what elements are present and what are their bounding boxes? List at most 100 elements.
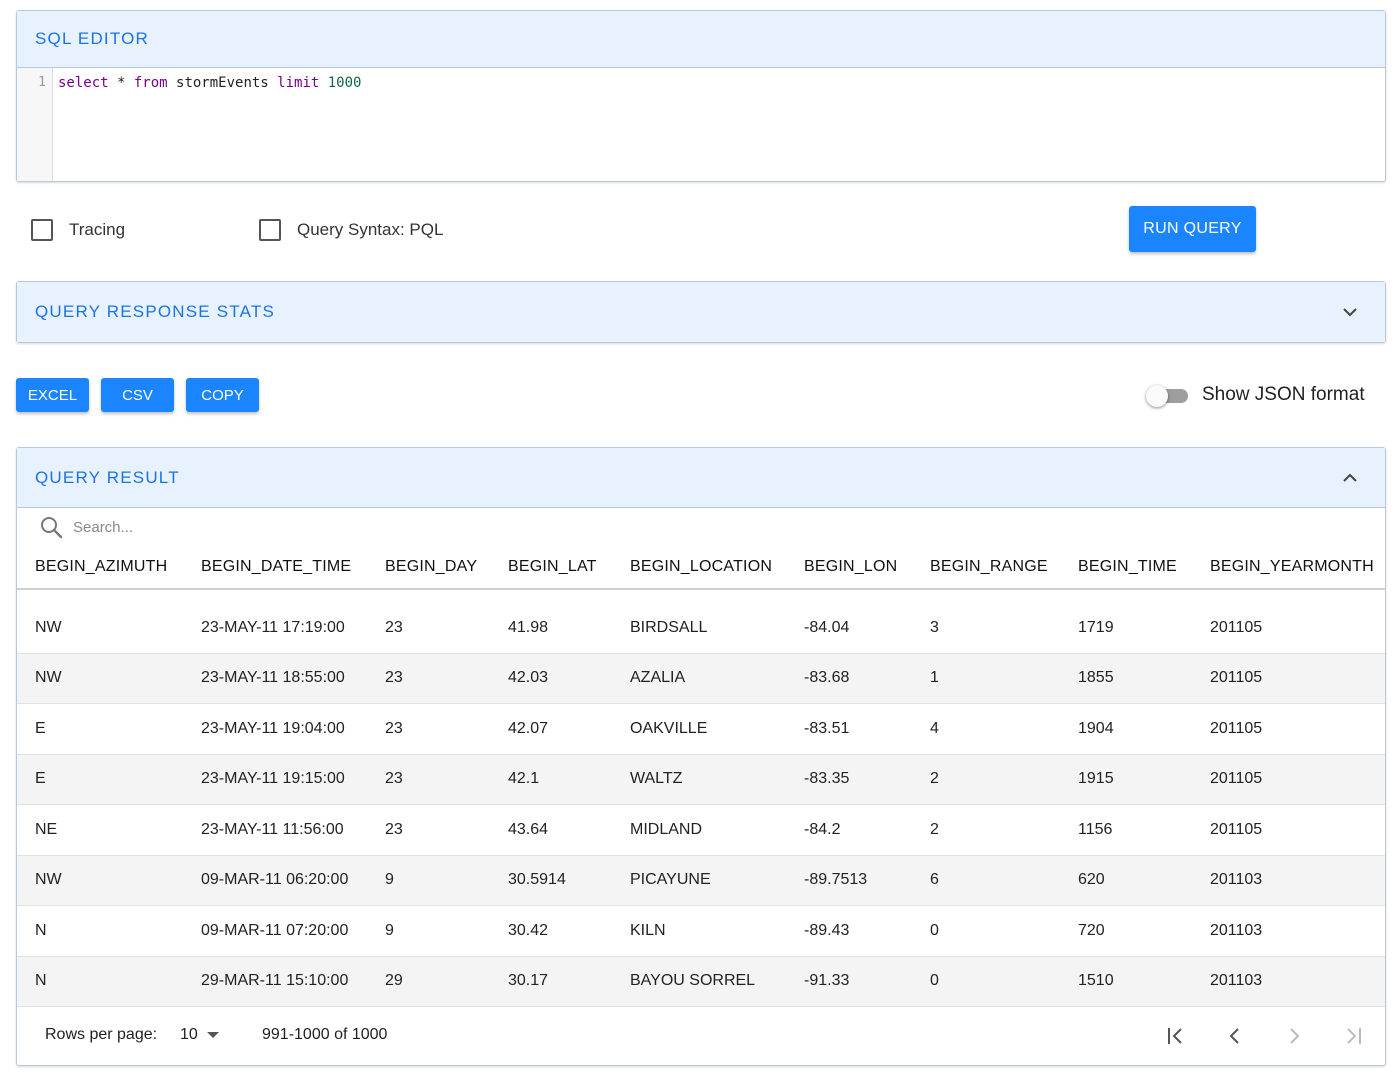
pagination-bar: Rows per page: 10 991-1000 of 1000 xyxy=(17,1005,1385,1065)
table-cell: 43.64 xyxy=(508,820,549,838)
table-cell: 1915 xyxy=(1078,770,1114,788)
col-begin-lon-header[interactable]: BEGIN_LON xyxy=(804,558,898,575)
pql-checkbox[interactable] xyxy=(259,219,281,241)
csv-button[interactable]: CSV xyxy=(101,378,174,412)
toggle-thumb[interactable] xyxy=(1146,385,1168,407)
table-cell: -91.33 xyxy=(804,972,850,990)
table-cell: 1855 xyxy=(1078,669,1114,687)
table-cell: -83.35 xyxy=(804,770,850,788)
table-row[interactable]: E 23-MAY-11 19:15:00 23 42.1 WALTZ -83.35 2 191… xyxy=(17,754,1385,805)
table-cell: E xyxy=(35,770,46,788)
json-format-label: Show JSON format xyxy=(1202,384,1365,405)
table-cell: 0 xyxy=(930,972,939,990)
table-cell: OAKVILLE xyxy=(630,719,708,737)
table-row[interactable]: NE 23-MAY-11 11:56:00 23 43.64 MIDLAND -84.2 2… xyxy=(17,805,1385,856)
first-page-icon[interactable] xyxy=(1165,1025,1187,1047)
next-page-icon[interactable] xyxy=(1283,1025,1305,1047)
table-cell: NW xyxy=(35,871,62,889)
table-header: BEGIN_AZIMUTH BEGIN_DATE_TIME BEGIN_DAY BEG… xyxy=(17,546,1385,590)
table-cell: 720 xyxy=(1078,921,1105,939)
table-row[interactable]: N 09-MAR-11 07:20:00 9 30.42 KILN -89.43 0 720 2… xyxy=(17,906,1385,957)
table-cell: 29 xyxy=(385,972,403,990)
table-cell: 1156 xyxy=(1078,820,1113,838)
sql-editor[interactable]: 1 select * from stormEvents limit 1000 xyxy=(17,68,1385,181)
table-cell: NE xyxy=(35,820,58,838)
table-cell: 1 xyxy=(930,669,939,687)
table-row[interactable]: E 23-MAY-11 19:04:00 23 42.07 OAKVILLE -83.51… xyxy=(17,704,1385,755)
caret-down-icon xyxy=(206,1032,219,1038)
col-begin-lat-header[interactable]: BEGIN_LAT xyxy=(508,558,597,575)
line-number: 1 xyxy=(17,68,53,181)
table-cell: 9 xyxy=(385,921,394,939)
chevron-down-icon[interactable] xyxy=(1341,303,1359,321)
table-cell: 201105 xyxy=(1210,770,1263,788)
stats-header[interactable]: QUERY RESPONSE STATS xyxy=(17,282,1385,342)
table-row[interactable]: NW 23-MAY-11 18:55:00 23 42.03 AZALIA -83.68 1… xyxy=(17,653,1385,704)
search-icon xyxy=(41,517,63,539)
table-cell: N xyxy=(35,972,47,990)
table-cell: 23 xyxy=(385,669,403,687)
table-cell: -84.04 xyxy=(804,618,850,636)
last-page-icon[interactable] xyxy=(1342,1025,1364,1047)
table-cell: PICAYUNE xyxy=(630,871,711,889)
stats-title: QUERY RESPONSE STATS xyxy=(35,302,276,321)
table-cell: BAYOU SORREL xyxy=(630,972,756,990)
table-cell: -83.51 xyxy=(804,719,850,737)
token-count: 1000 xyxy=(319,75,362,91)
tracing-checkbox[interactable] xyxy=(31,219,53,241)
table-cell: -89.7513 xyxy=(804,871,868,889)
run-query-button[interactable]: RUN QUERY xyxy=(1129,206,1256,252)
table-cell: 4 xyxy=(930,719,939,737)
sql-editor-panel: SQL EDITOR 1 select * from stormEvents l… xyxy=(16,10,1386,182)
chevron-up-icon[interactable] xyxy=(1341,469,1359,487)
col-begin-day-header[interactable]: BEGIN_DAY xyxy=(385,558,478,575)
table-cell: 30.17 xyxy=(508,972,549,990)
result-header[interactable]: QUERY RESULT xyxy=(17,448,1385,508)
table-row[interactable]: NW 23-MAY-11 17:19:00 23 41.98 BIRDSALL -84.0… xyxy=(17,603,1385,654)
json-format-toggle[interactable] xyxy=(1146,385,1188,407)
table-cell: MIDLAND xyxy=(630,820,703,838)
table-cell: NW xyxy=(35,669,62,687)
table-cell: 201103 xyxy=(1210,972,1263,990)
table-cell: 1904 xyxy=(1078,719,1114,737)
result-title: QUERY RESULT xyxy=(35,467,180,487)
table-cell: 42.07 xyxy=(508,719,549,737)
table-cell: 23-MAY-11 17:19:00 xyxy=(201,618,345,636)
table-cell: 201105 xyxy=(1210,719,1263,737)
table-row[interactable]: NW 09-MAR-11 06:20:00 9 30.5914 PICAYUNE -89.… xyxy=(17,855,1385,906)
excel-button[interactable]: EXCEL xyxy=(16,378,89,412)
search-bar xyxy=(17,508,1385,546)
keyword-from: from xyxy=(133,75,168,91)
col-begin-yearmonth-header[interactable]: BEGIN_YEARMONTH xyxy=(1210,558,1374,575)
table-cell: -83.68 xyxy=(804,669,850,687)
table-cell: 2 xyxy=(930,820,939,838)
previous-page-icon[interactable] xyxy=(1224,1025,1246,1047)
table-cell: 29-MAR-11 15:10:00 xyxy=(201,972,349,990)
table-cell: 23 xyxy=(385,719,403,737)
query-response-stats-panel[interactable]: QUERY RESPONSE STATS xyxy=(16,281,1386,343)
col-begin-azimuth-header[interactable]: BEGIN_AZIMUTH xyxy=(35,558,168,575)
sql-code[interactable]: select * from stormEvents limit 1000 xyxy=(53,68,1385,181)
copy-button[interactable]: COPY xyxy=(186,378,259,412)
table-cell: 23 xyxy=(385,770,403,788)
col-begin-range-header[interactable]: BEGIN_RANGE xyxy=(930,558,1048,575)
pql-option[interactable]: Query Syntax: PQL xyxy=(259,219,443,241)
table-cell: -89.43 xyxy=(804,921,850,939)
col-begin-date-time-header[interactable]: BEGIN_DATE_TIME xyxy=(201,558,352,575)
token-table: stormEvents xyxy=(167,75,278,91)
table-cell: 201103 xyxy=(1210,871,1263,889)
tracing-option[interactable]: Tracing xyxy=(31,219,125,241)
table-cell: 1719 xyxy=(1078,618,1114,636)
rows-per-page-value: 10 xyxy=(180,1026,198,1043)
rows-per-page-select[interactable]: 10 xyxy=(180,1026,222,1044)
table-cell: 23-MAY-11 18:55:00 xyxy=(201,669,345,687)
table-cell: 0 xyxy=(930,921,939,939)
col-begin-location-header[interactable]: BEGIN_LOCATION xyxy=(630,558,773,575)
col-begin-time-header[interactable]: BEGIN_TIME xyxy=(1078,558,1177,575)
table-cell: 6 xyxy=(930,871,939,889)
search-input[interactable] xyxy=(71,517,371,537)
table-cell: 09-MAR-11 07:20:00 xyxy=(201,921,349,939)
table-row[interactable]: N 29-MAR-11 15:10:00 29 30.17 BAYOU SORREL -9… xyxy=(17,956,1385,1007)
table-cell: WALTZ xyxy=(630,770,683,788)
table-cell: 23-MAY-11 19:15:00 xyxy=(201,770,345,788)
